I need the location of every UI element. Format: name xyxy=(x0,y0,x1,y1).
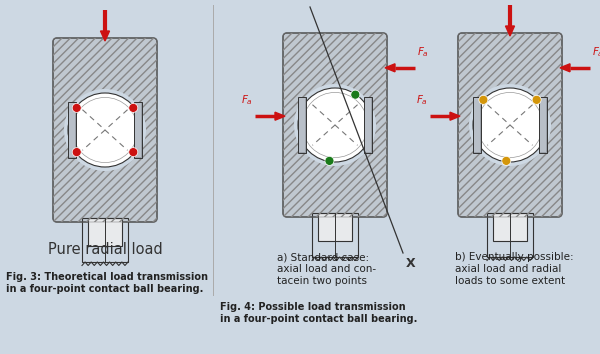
Bar xyxy=(70,103,76,157)
Bar xyxy=(299,98,305,152)
Text: X: X xyxy=(298,0,308,3)
Text: axial load and radial: axial load and radial xyxy=(455,264,562,274)
Polygon shape xyxy=(450,112,460,120)
Circle shape xyxy=(64,89,146,171)
Bar xyxy=(539,97,547,153)
FancyBboxPatch shape xyxy=(53,38,157,222)
Text: a) Standard case:: a) Standard case: xyxy=(277,252,369,262)
Circle shape xyxy=(129,148,138,156)
Polygon shape xyxy=(560,64,570,72)
Circle shape xyxy=(129,103,138,113)
Text: X: X xyxy=(406,257,416,270)
Text: $F_a$: $F_a$ xyxy=(417,45,429,59)
Circle shape xyxy=(532,95,541,104)
Circle shape xyxy=(298,88,372,162)
Text: Fig. 3: Theoretical load transmission: Fig. 3: Theoretical load transmission xyxy=(6,272,208,282)
Text: Fig. 4: Possible load transmission: Fig. 4: Possible load transmission xyxy=(220,302,406,312)
Text: axial load and con-: axial load and con- xyxy=(277,264,376,274)
Circle shape xyxy=(473,88,547,162)
Bar xyxy=(68,102,76,158)
Bar xyxy=(493,213,527,241)
Text: tacein two points: tacein two points xyxy=(277,276,367,286)
Circle shape xyxy=(469,84,551,166)
FancyBboxPatch shape xyxy=(458,33,562,217)
Text: $F_a$: $F_a$ xyxy=(592,45,600,59)
Circle shape xyxy=(294,84,376,166)
Bar xyxy=(487,213,533,257)
Polygon shape xyxy=(385,64,395,72)
FancyBboxPatch shape xyxy=(283,33,387,217)
Bar xyxy=(88,218,122,246)
Circle shape xyxy=(325,156,334,165)
Polygon shape xyxy=(101,31,110,41)
Polygon shape xyxy=(505,26,515,36)
Text: $F_r$: $F_r$ xyxy=(514,0,525,3)
Circle shape xyxy=(72,148,81,156)
Text: $F_a$: $F_a$ xyxy=(416,93,428,107)
Circle shape xyxy=(502,156,511,165)
Bar xyxy=(318,213,352,241)
Polygon shape xyxy=(275,112,285,120)
Bar xyxy=(134,102,142,158)
Bar xyxy=(473,97,481,153)
Text: $F_a$: $F_a$ xyxy=(241,93,253,107)
Text: loads to some extent: loads to some extent xyxy=(455,276,565,286)
Text: Pure radial load: Pure radial load xyxy=(47,242,163,257)
Circle shape xyxy=(68,93,142,167)
Bar xyxy=(312,213,358,257)
Circle shape xyxy=(72,103,81,113)
Bar xyxy=(539,98,545,152)
Circle shape xyxy=(479,95,488,104)
Bar xyxy=(134,103,140,157)
Text: in a four-point contact ball bearing.: in a four-point contact ball bearing. xyxy=(220,314,418,324)
Bar xyxy=(365,98,371,152)
Bar xyxy=(298,97,307,153)
Text: in a four-point contact ball bearing.: in a four-point contact ball bearing. xyxy=(6,284,203,294)
Bar xyxy=(364,97,371,153)
Bar xyxy=(475,98,481,152)
Bar xyxy=(82,218,128,262)
Circle shape xyxy=(351,90,360,99)
Text: b) Eventually possible:: b) Eventually possible: xyxy=(455,252,574,262)
